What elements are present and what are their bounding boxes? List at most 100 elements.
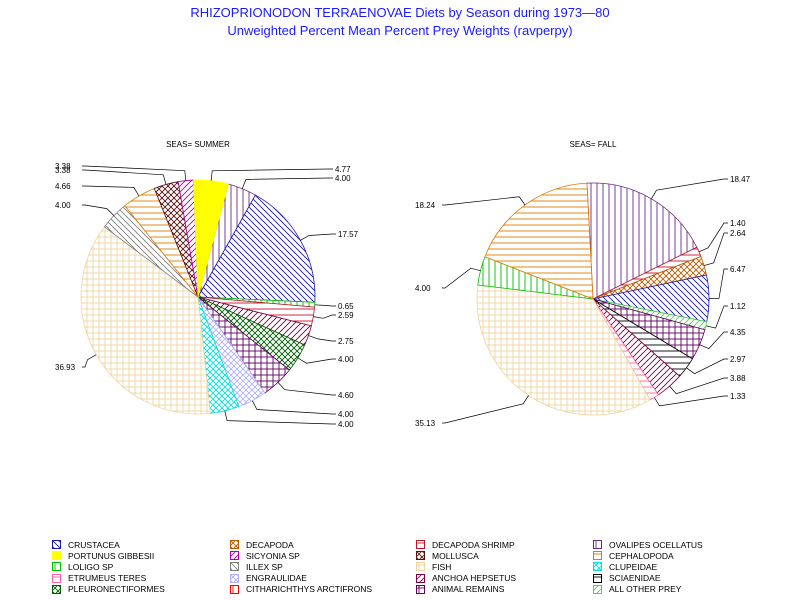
legend-item-mollusca: MOLLUSCA <box>416 550 479 561</box>
pie-title: SEAS= FALL <box>570 140 617 149</box>
legend-label: ETRUMEUS TERES <box>68 573 147 584</box>
data-label: 35.13 <box>415 419 436 428</box>
legend-swatch <box>593 573 602 583</box>
data-label: 4.00 <box>338 420 354 429</box>
leader-line <box>654 395 728 407</box>
legend-label: ANCHOA HEPSETUS <box>432 573 517 584</box>
legend-swatch <box>230 551 239 561</box>
leader-line <box>82 165 187 181</box>
data-label: 3.38 <box>55 162 71 171</box>
legend-label: ENGRAULIDAE <box>246 573 307 584</box>
legend-label: CITHARICHTHYS ARCTIFRONS <box>246 584 373 595</box>
legend-item-cephalopoda: CEPHALOPODA <box>593 550 674 561</box>
legend-label: ILLEX SP <box>246 561 283 572</box>
legend-item-sicyonia-sp: SICYONIA SP <box>230 550 300 561</box>
legend-item-fish: FISH <box>416 561 451 572</box>
legend-item-illex-sp: ILLEX SP <box>230 561 283 572</box>
leader-line <box>442 395 529 424</box>
leader-line <box>277 382 336 396</box>
pie-slice-fish <box>476 284 651 416</box>
data-label: 4.66 <box>55 182 71 191</box>
legend-swatch <box>52 551 61 561</box>
legend-label: DECAPODA <box>246 539 294 550</box>
legend: CRUSTACEA DECAPODA DECAPODA SHRIMP OVALIPES… <box>52 539 792 595</box>
leader-line <box>251 400 336 415</box>
data-label: 2.75 <box>338 337 354 346</box>
data-label: 3.38 <box>55 166 71 175</box>
legend-label: OVALIPES OCELLATUS <box>609 539 703 550</box>
data-label: 3.88 <box>730 374 746 383</box>
legend-label: DECAPODA SHRIMP <box>432 539 515 550</box>
legend-label: CRUSTACEA <box>68 539 120 550</box>
legend-item-animal-remains: ANIMAL REMAINS <box>416 584 504 595</box>
data-label: 2.59 <box>338 311 354 320</box>
legend-label: PORTUNUS GIBBESII <box>68 550 155 561</box>
pie-slice-portunus-gibbesii <box>193 179 229 298</box>
leader-line <box>224 410 336 425</box>
data-label: 6.47 <box>730 265 746 274</box>
pie-slice-fish <box>80 226 211 415</box>
legend-swatch <box>230 584 239 594</box>
legend-label: FISH <box>432 561 452 572</box>
data-label: 18.24 <box>415 201 436 210</box>
data-label: 36.93 <box>55 363 76 372</box>
legend-swatch <box>416 584 425 594</box>
leader-line <box>82 204 115 216</box>
legend-item-clupeidae: CLUPEIDAE <box>593 561 657 572</box>
legend-swatch <box>416 551 425 561</box>
legend-label: PLEURONECTIFORMES <box>68 584 165 595</box>
legend-item-anchoa-hepsetus: ANCHOA HEPSETUS <box>416 573 516 584</box>
legend-item-engraulidae: ENGRAULIDAE <box>230 573 307 584</box>
leader-line <box>308 335 336 342</box>
legend-label: CLUPEIDAE <box>609 561 658 572</box>
leader-line <box>82 169 167 185</box>
legend-label: ANIMAL REMAINS <box>432 584 505 595</box>
legend-item-decapoda: DECAPODA <box>230 539 294 550</box>
data-label: 1.33 <box>730 392 746 401</box>
legend-swatch <box>416 573 425 583</box>
legend-item-sciaenidae: SCIAENIDAE <box>593 573 661 584</box>
leader-line <box>210 168 333 181</box>
pie-summer: SEAS= SUMMER 4.00 17.57 0.652.59 2.75 4.00 4.6… <box>55 140 359 429</box>
legend-swatch <box>52 573 61 583</box>
pie-slice-crustacea <box>197 194 316 303</box>
legend-item-portunus-gibbesii: PORTUNUS GIBBESII <box>52 550 154 561</box>
chart-title: RHIZOPRIONODON TERRAENOVAE Diets by Seas… <box>190 5 610 20</box>
legend-item-crustacea: CRUSTACEA <box>52 539 120 550</box>
data-label: 4.60 <box>338 391 354 400</box>
pie-fall: SEAS= FALL 18.47 1.402.64 6.47 1.12 4.35 2.97 3… <box>415 140 751 428</box>
legend-swatch <box>593 551 602 561</box>
leader-line <box>704 232 728 266</box>
leader-line <box>313 314 336 319</box>
legend-swatch <box>593 562 602 572</box>
data-label: 4.35 <box>730 328 746 337</box>
data-label: 4.00 <box>335 174 351 183</box>
leader-line <box>686 358 728 375</box>
leader-line <box>708 268 728 299</box>
legend-swatch <box>593 540 602 549</box>
data-label: 0.65 <box>338 302 354 311</box>
legend-swatch <box>230 573 239 583</box>
leader-line <box>442 196 526 206</box>
data-label: 4.00 <box>415 284 431 293</box>
pie-title: SEAS= SUMMER <box>166 140 230 149</box>
legend-item-loligo-sp: LOLIGO SP <box>52 561 113 572</box>
legend-swatch <box>230 540 239 549</box>
leader-line <box>297 357 336 364</box>
data-label: 4.77 <box>335 165 351 174</box>
legend-swatch <box>52 540 61 549</box>
data-label: 17.57 <box>338 230 359 239</box>
leader-line <box>651 178 728 199</box>
legend-swatch <box>52 584 61 594</box>
legend-item-decapoda-shrimp: DECAPODA SHRIMP <box>416 539 515 550</box>
legend-item-pleuronectiformes: PLEURONECTIFORMES <box>52 584 165 595</box>
legend-label: LOLIGO SP <box>68 561 114 572</box>
legend-swatch <box>52 562 61 572</box>
legend-swatch <box>593 584 602 594</box>
legend-label: ALL OTHER PREY <box>609 584 682 595</box>
data-label: 2.64 <box>730 229 746 238</box>
leader-line <box>82 354 97 368</box>
legend-label: MOLLUSCA <box>432 550 479 561</box>
leader-line <box>442 267 481 289</box>
